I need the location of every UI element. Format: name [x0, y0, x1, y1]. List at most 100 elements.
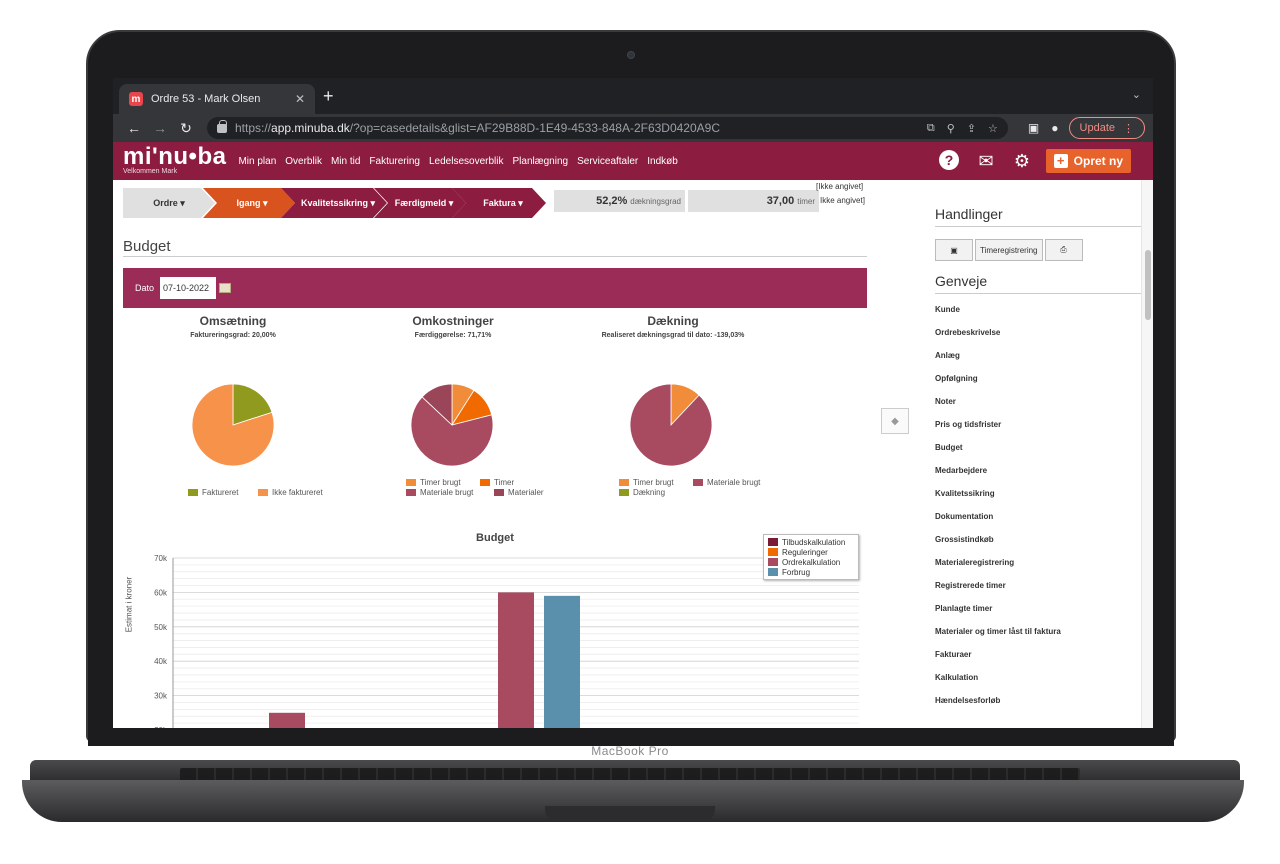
bookmark-star-icon[interactable]: ☆ — [988, 122, 998, 135]
pie-slice[interactable] — [232, 383, 273, 426]
browser-tab[interactable]: m Ordre 53 - Mark Olsen ✕ — [119, 84, 315, 114]
shortcut-link[interactable]: Kunde — [935, 305, 960, 314]
pie-slice[interactable] — [421, 383, 453, 426]
collapse-sidebar-button[interactable]: ◆ — [881, 408, 909, 434]
shortcut-link[interactable]: Dokumentation — [935, 512, 994, 521]
nav-min-plan[interactable]: Min plan — [238, 155, 277, 167]
status-step-label: Kvalitetssikring ▾ — [300, 197, 376, 208]
pie-chart-daekning — [629, 383, 713, 467]
profile-icon[interactable]: ● — [1051, 121, 1059, 135]
nav-min-tid[interactable]: Min tid — [330, 155, 361, 167]
device-brand: MacBook Pro — [591, 744, 669, 758]
shortcut-link[interactable]: Anlæg — [935, 351, 960, 360]
nav-fakturering[interactable]: Fakturering — [369, 155, 420, 167]
tab-search-chevron-icon[interactable]: ⌄ — [1131, 89, 1141, 101]
more-menu-icon: ⋮ — [1123, 122, 1134, 135]
translate-icon[interactable]: ⧉ — [926, 121, 935, 134]
save-button[interactable]: ▣ — [935, 239, 973, 261]
page-scrollbar[interactable] — [1141, 180, 1153, 728]
help-icon: ? — [939, 150, 959, 170]
shortcut-link[interactable]: Medarbejdere — [935, 466, 988, 475]
legend-item: Materiale brugt — [693, 478, 760, 487]
calendar-icon[interactable] — [219, 283, 232, 293]
nav-ledelsesoverblik[interactable]: Ledelsesoverblik — [428, 155, 504, 167]
date-bar: Dato 07-10-2022 — [123, 268, 867, 308]
nav-indkob[interactable]: Indkøb — [647, 155, 678, 167]
pie-slice[interactable] — [410, 396, 494, 467]
print-button[interactable]: ⎙ — [1044, 239, 1083, 261]
timeregistrering-button[interactable]: Timeregistrering — [975, 239, 1043, 261]
nav-planlaegning[interactable]: Planlægning — [512, 155, 569, 167]
pie-slice[interactable] — [629, 383, 713, 467]
legend-label: Materialer — [508, 488, 544, 497]
url-text[interactable]: https://app.minuba.dk/?op=casedetails&gl… — [235, 121, 721, 135]
divider — [935, 226, 1141, 227]
shortcut-link[interactable]: Ordrebeskrivelse — [935, 328, 1001, 337]
kpi-daekningsgrad: 52,2% dækningsgrad — [554, 190, 685, 212]
status-step-faktura[interactable]: Faktura ▾ — [452, 188, 546, 218]
reload-icon[interactable]: ↻ — [180, 119, 192, 136]
bar[interactable] — [544, 595, 580, 728]
shortcut-link[interactable]: Kalkulation — [935, 673, 979, 682]
shortcut-link[interactable]: Noter — [935, 397, 956, 406]
legend-label: Forbrug — [782, 567, 811, 577]
kpi-value: 52,2% — [596, 195, 628, 207]
legend-swatch — [768, 548, 778, 556]
update-button[interactable]: Update ⋮ — [1068, 117, 1145, 139]
date-input[interactable]: 07-10-2022 — [160, 277, 217, 299]
tab-close-icon[interactable]: ✕ — [294, 92, 305, 106]
shortcut-link[interactable]: Budget — [935, 443, 963, 452]
shortcut-link[interactable]: Materialeregistrering — [935, 558, 1015, 567]
shortcut-link[interactable]: Hændelsesforløb — [935, 696, 1001, 705]
pie-omkostninger: Omkostninger Færdiggørelse: 71,71% — [333, 314, 573, 339]
scroll-thumb[interactable] — [1145, 250, 1151, 320]
settings-gear-icon[interactable]: ⚙ — [1013, 151, 1031, 171]
y-tick-label: 30k — [154, 692, 168, 701]
pie-slice[interactable] — [191, 383, 275, 467]
browser-toolbar: ← → ↻ https://app.minuba.dk/?op=casedeta… — [113, 114, 1153, 142]
bar[interactable] — [269, 712, 305, 728]
status-step-ordre[interactable]: Ordre ▾ — [123, 188, 215, 218]
legend-item: Forbrug — [768, 567, 854, 577]
shortcut-link[interactable]: Materialer og timer låst til faktura — [935, 627, 1061, 636]
kpi-unit: dækningsgrad — [630, 196, 681, 206]
main-nav: Min plan Overblik Min tid Fakturering Le… — [238, 156, 677, 167]
legend-item: Faktureret — [188, 488, 238, 497]
legend-label: Materiale brugt — [420, 488, 474, 497]
address-bar[interactable]: https://app.minuba.dk/?op=casedetails&gl… — [207, 117, 1008, 139]
share-icon[interactable]: ⇪ — [966, 122, 977, 135]
zoom-icon[interactable]: ⚲ — [946, 122, 955, 135]
shortcut-link[interactable]: Fakturaer — [935, 650, 972, 659]
printer-icon: ⎙ — [1060, 245, 1067, 254]
y-tick-label: 20k — [154, 726, 168, 728]
status-step-label: Faktura ▾ — [483, 197, 523, 208]
status-step-kvalitetssikring[interactable]: Kvalitetssikring ▾ — [281, 188, 387, 218]
nav-serviceaftaler[interactable]: Serviceaftaler — [577, 155, 639, 167]
minuba-logo[interactable]: mi'nu•ba Velkommen Mark — [123, 145, 226, 176]
shortcut-link[interactable]: Kvalitetssikring — [935, 489, 995, 498]
lock-icon[interactable] — [217, 119, 227, 133]
bar-chart-svg: 20k 30k 40k 50k 60k 70k — [154, 554, 859, 728]
side-panel-icon[interactable]: ▣ — [1027, 121, 1040, 135]
shortcut-link[interactable]: Planlagte timer — [935, 604, 993, 613]
help-button[interactable]: ? — [939, 150, 961, 172]
status-step-faerdigmeld[interactable]: Færdigmeld ▾ — [374, 188, 466, 218]
legend-item: Dækning — [619, 488, 665, 497]
shortcut-link[interactable]: Opfølgning — [935, 374, 978, 383]
ikke-angivet-label: Ikke angivet] — [820, 196, 865, 205]
legend-swatch — [406, 479, 416, 486]
new-tab-icon[interactable]: + — [323, 86, 334, 106]
mail-icon[interactable]: ✉ — [978, 151, 994, 171]
back-icon[interactable]: ← — [127, 120, 141, 136]
divider — [123, 256, 867, 257]
legend-swatch — [768, 568, 778, 576]
bar[interactable] — [498, 592, 534, 728]
nav-overblik[interactable]: Overblik — [285, 155, 322, 167]
status-step-igang[interactable]: Igang ▾ — [203, 188, 295, 218]
shortcut-link[interactable]: Grossistindkøb — [935, 535, 994, 544]
opret-ny-button[interactable]: + Opret ny — [1045, 149, 1131, 173]
shortcut-link[interactable]: Pris og tidsfrister — [935, 420, 1002, 429]
shortcut-link[interactable]: Registrerede timer — [935, 581, 1006, 590]
legend-swatch — [693, 479, 703, 486]
forward-icon[interactable]: → — [153, 120, 167, 136]
